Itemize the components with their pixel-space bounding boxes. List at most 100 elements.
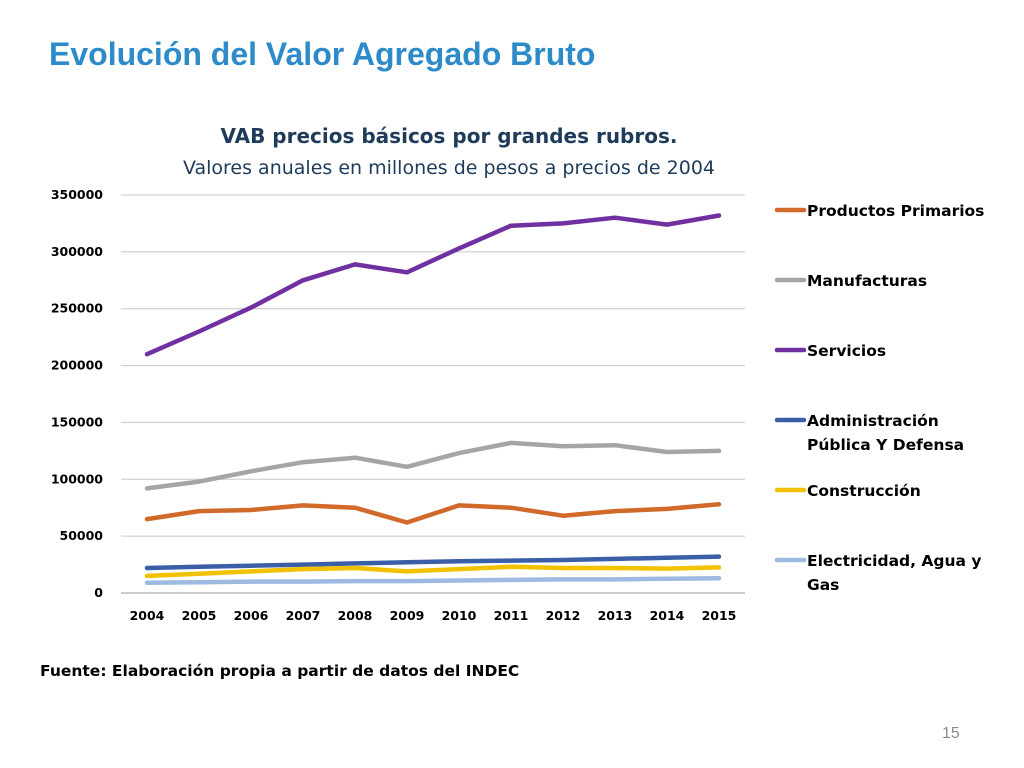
- data-point: [457, 567, 461, 572]
- data-point: [509, 558, 513, 563]
- y-tick-label: 300000: [51, 244, 103, 259]
- data-point: [665, 506, 669, 511]
- series-line: [144, 502, 722, 525]
- data-point: [717, 565, 721, 570]
- legend-label: Servicios: [807, 342, 886, 360]
- data-point: [509, 505, 513, 510]
- data-point: [145, 486, 149, 491]
- y-tick-label: 0: [94, 585, 103, 600]
- data-point: [197, 564, 201, 569]
- source-note: Fuente: Elaboración propia a partir de d…: [40, 662, 520, 680]
- data-point: [561, 221, 565, 226]
- data-point: [613, 556, 617, 561]
- x-axis-ticks: 2004 2005 2006 2007 2008 2009 2010 2011 2012 2013…: [130, 608, 737, 623]
- data-point: [301, 503, 305, 508]
- data-point: [301, 579, 305, 584]
- data-point: [301, 460, 305, 465]
- legend-label: Construcción: [807, 482, 921, 500]
- data-point: [301, 278, 305, 283]
- data-point: [457, 559, 461, 564]
- data-point: [717, 576, 721, 581]
- data-point: [145, 580, 149, 585]
- x-tick-label: 2005: [182, 608, 217, 623]
- data-point: [301, 567, 305, 572]
- data-point: [457, 503, 461, 508]
- data-point: [353, 561, 357, 566]
- series-line: [144, 575, 722, 586]
- data-point: [249, 563, 253, 568]
- data-point: [665, 222, 669, 227]
- x-tick-label: 2007: [286, 608, 321, 623]
- legend-label: Gas: [807, 576, 839, 594]
- data-point: [457, 451, 461, 456]
- data-point: [665, 566, 669, 571]
- y-tick-label: 150000: [51, 414, 103, 429]
- y-tick-label: 100000: [51, 471, 103, 486]
- data-point: [145, 517, 149, 522]
- data-point: [197, 580, 201, 585]
- x-tick-label: 2008: [338, 608, 373, 623]
- legend-label: Productos Primarios: [807, 202, 984, 220]
- legend-label: Manufacturas: [807, 272, 927, 290]
- data-point: [405, 464, 409, 469]
- x-tick-label: 2015: [702, 608, 737, 623]
- data-point: [613, 443, 617, 448]
- legend-label: Electricidad, Agua y: [807, 552, 982, 570]
- data-point: [353, 455, 357, 460]
- data-point: [249, 579, 253, 584]
- series-line: [144, 554, 722, 571]
- data-point: [665, 449, 669, 454]
- x-tick-label: 2010: [442, 608, 477, 623]
- y-tick-label: 50000: [60, 528, 104, 543]
- chart: VAB precios básicos por grandes rubros. …: [51, 124, 985, 623]
- y-tick-label: 200000: [51, 358, 103, 373]
- data-point: [405, 579, 409, 584]
- page-number: 15: [942, 725, 960, 742]
- data-point: [613, 509, 617, 514]
- data-point: [717, 502, 721, 507]
- data-point: [561, 558, 565, 563]
- data-point: [145, 565, 149, 570]
- series-line: [144, 213, 722, 357]
- series-line: [144, 440, 722, 491]
- x-tick-label: 2012: [546, 608, 581, 623]
- x-tick-label: 2013: [598, 608, 633, 623]
- data-point: [405, 270, 409, 275]
- chart-subtitle: Valores anuales en millones de pesos a p…: [183, 157, 715, 179]
- data-point: [197, 509, 201, 514]
- chart-title: VAB precios básicos por grandes rubros.: [221, 124, 678, 148]
- legend: Productos Primarios Manufacturas Servicios…: [774, 202, 984, 594]
- data-point: [457, 246, 461, 251]
- data-point: [665, 555, 669, 560]
- data-point: [405, 569, 409, 574]
- data-point: [509, 223, 513, 228]
- series-line: [144, 564, 722, 579]
- data-point: [197, 571, 201, 576]
- data-point: [353, 565, 357, 570]
- data-point: [405, 520, 409, 525]
- data-point: [145, 573, 149, 578]
- data-point: [561, 513, 565, 518]
- data-point: [353, 262, 357, 267]
- data-point: [509, 440, 513, 445]
- data-point: [249, 305, 253, 310]
- data-point: [509, 564, 513, 569]
- data-point: [457, 578, 461, 583]
- data-point: [197, 479, 201, 484]
- y-tick-label: 250000: [51, 301, 103, 316]
- y-tick-label: 350000: [51, 187, 103, 202]
- data-point: [717, 448, 721, 453]
- y-axis-ticks: 0 50000 100000 150000 200000 250000 300000 3500…: [51, 187, 103, 600]
- data-point: [249, 469, 253, 474]
- data-point: [561, 565, 565, 570]
- slide-title: Evolución del Valor Agregado Bruto: [49, 36, 596, 72]
- data-point: [717, 213, 721, 218]
- data-point: [249, 507, 253, 512]
- data-point: [145, 352, 149, 357]
- x-tick-label: 2011: [494, 608, 529, 623]
- data-point: [613, 215, 617, 220]
- legend-label: Administración: [807, 412, 939, 430]
- data-point: [301, 562, 305, 567]
- x-tick-label: 2009: [390, 608, 425, 623]
- gridlines: [121, 194, 745, 594]
